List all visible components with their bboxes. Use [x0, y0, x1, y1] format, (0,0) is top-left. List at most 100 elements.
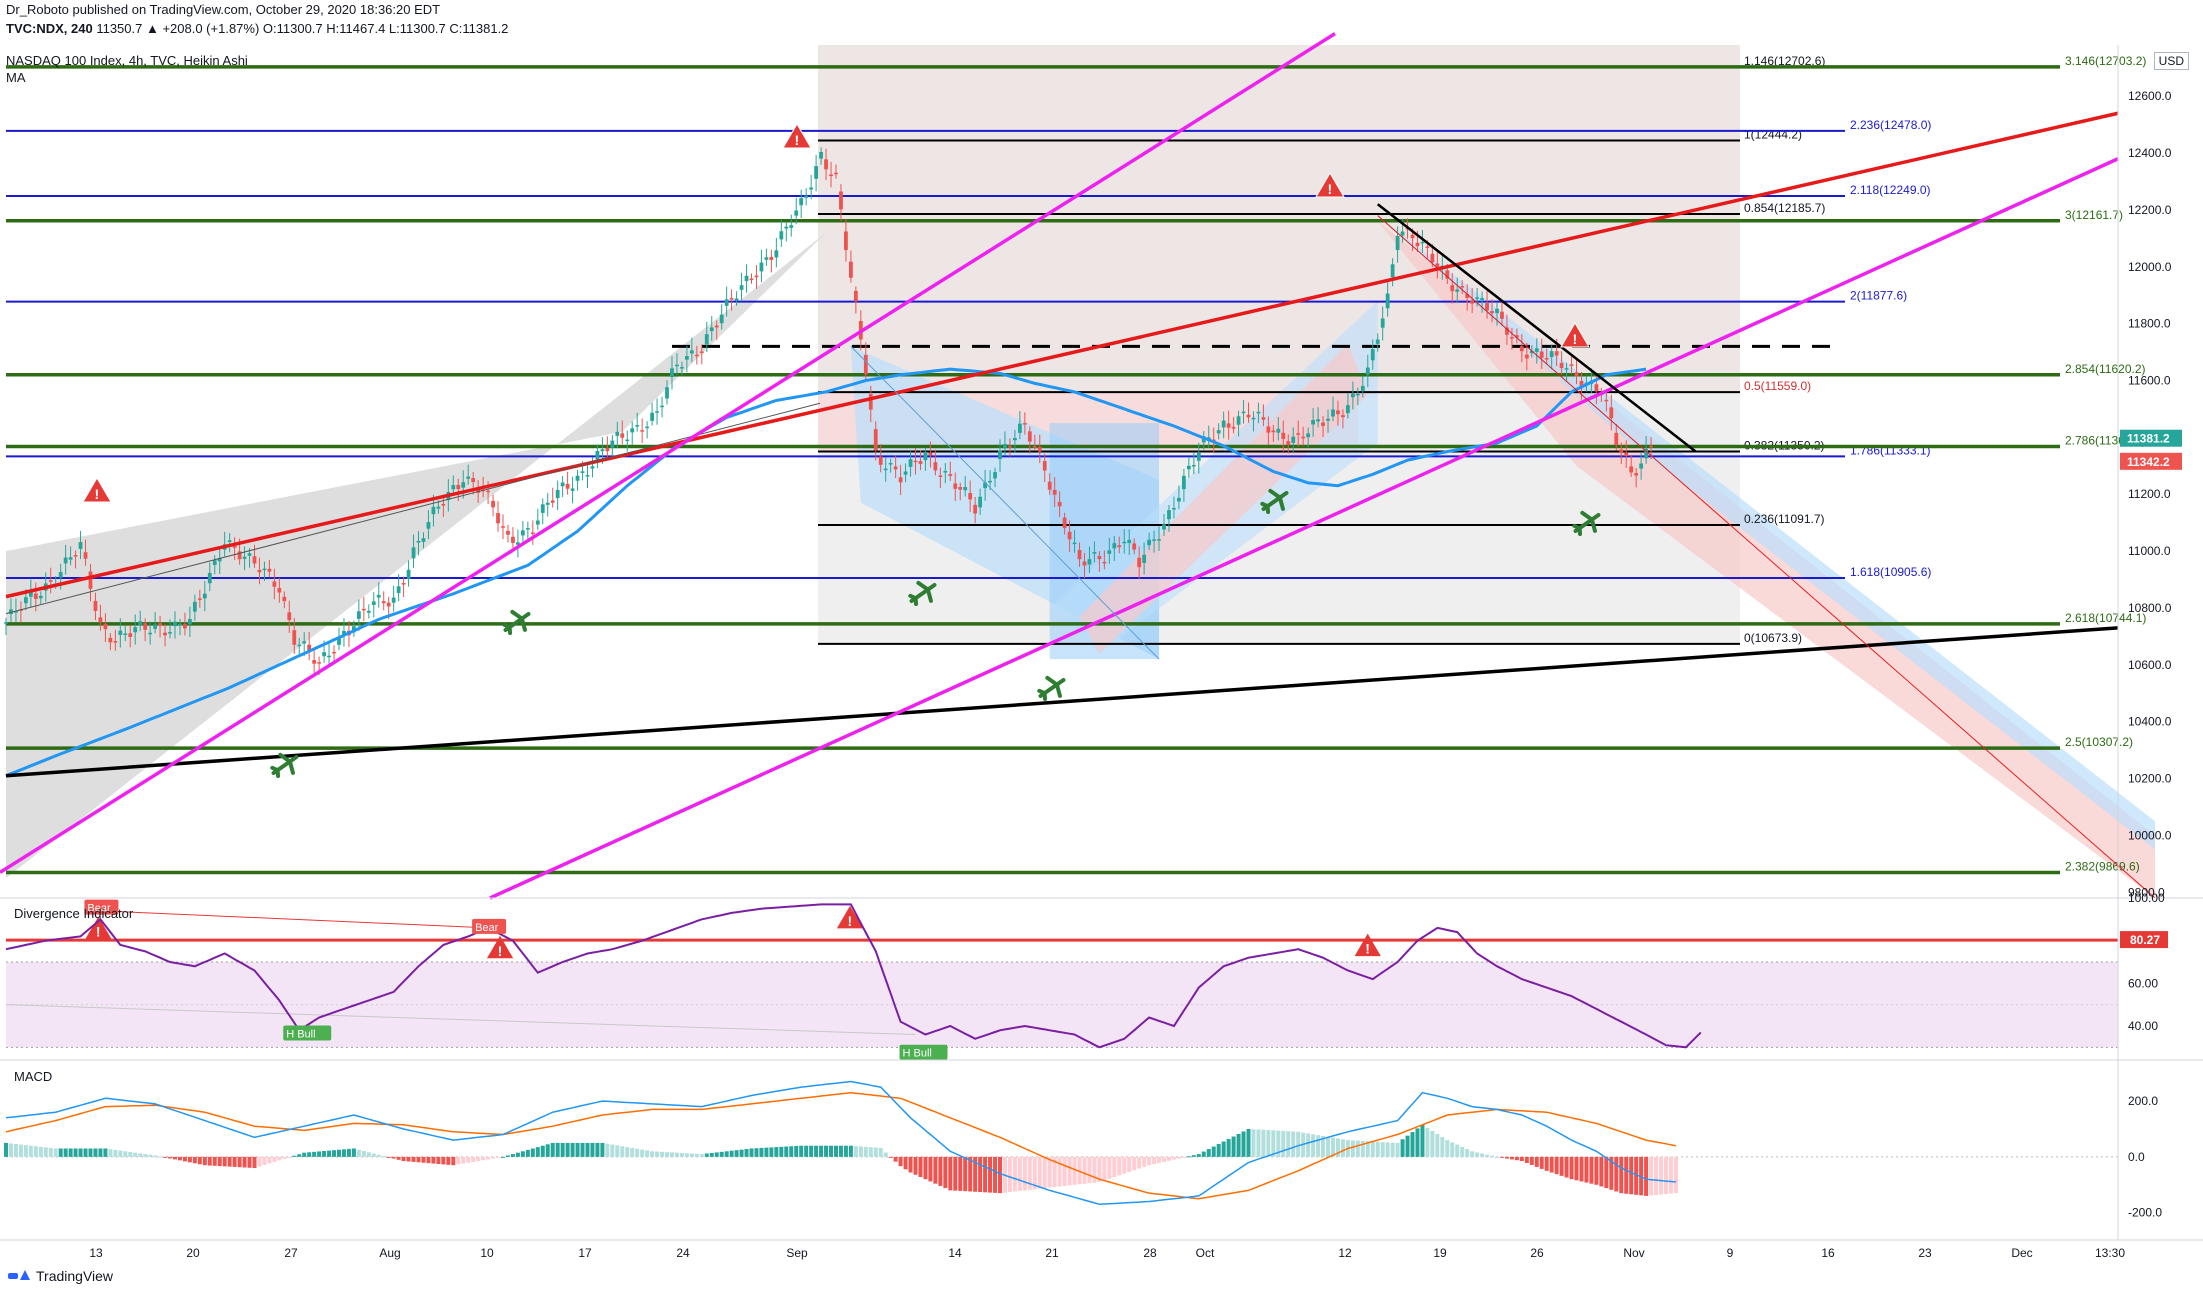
macd-histogram-bar: [1574, 1156, 1579, 1181]
svg-text:!: !: [96, 924, 101, 940]
divergence-label-text: H Bull: [286, 1029, 315, 1041]
macd-histogram-bar: [1057, 1156, 1062, 1187]
candle-body: [645, 426, 650, 429]
macd-histogram-bar: [1415, 1128, 1420, 1157]
candle-body: [1142, 554, 1147, 563]
axes: 12600.012400.012200.012000.011800.011600…: [0, 45, 2203, 1260]
macd-histogram-bar: [853, 1146, 858, 1157]
candle-body: [1574, 372, 1579, 377]
candle-body: [1177, 497, 1181, 502]
macd-histogram-bar: [510, 1154, 515, 1157]
macd-histogram-bar: [1251, 1129, 1256, 1157]
warning-icon: [782, 123, 812, 149]
macd-histogram-bar: [1191, 1155, 1196, 1157]
divergence-indicator: Bear Bear H Bull H Bull: [5, 899, 2118, 1060]
macd-histogram-bar: [1072, 1156, 1077, 1185]
macd-histogram-bar: [33, 1146, 38, 1157]
candle-body: [1236, 416, 1241, 425]
time-tick: 17: [578, 1246, 592, 1260]
macd-histogram-bar: [297, 1154, 302, 1157]
price-tick: 10000.0: [2128, 828, 2172, 842]
macd-histogram-bar: [809, 1145, 814, 1157]
candle-body: [625, 439, 630, 442]
candle-body: [1122, 541, 1127, 544]
macd-histogram-bar: [575, 1142, 580, 1157]
candle-body: [769, 256, 774, 260]
macd-histogram-bar: [1062, 1156, 1067, 1186]
macd-histogram-bar: [1639, 1156, 1644, 1196]
macd-histogram-bar: [78, 1148, 83, 1157]
price-tick: 11600.0: [2128, 374, 2171, 388]
macd-histogram-bar: [411, 1156, 416, 1162]
candle-body: [1147, 539, 1151, 546]
airplane-icon: [1260, 488, 1289, 514]
hidden-bull-divergence: [5, 1004, 916, 1036]
candle-body: [1132, 543, 1137, 550]
macd-histogram-bar: [1504, 1156, 1509, 1159]
candle-body: [868, 394, 873, 410]
macd-histogram-bar: [749, 1148, 754, 1157]
candle-body: [550, 500, 555, 503]
macd-histogram-bar: [247, 1156, 252, 1168]
macd-histogram-bar: [1112, 1156, 1117, 1177]
candle-body: [1614, 432, 1619, 445]
macd-histogram-bar: [351, 1148, 356, 1157]
candle-body: [993, 472, 997, 479]
candle-body: [565, 483, 570, 489]
macd-histogram-bar: [1519, 1156, 1524, 1162]
tradingview-logo[interactable]: TradingView: [8, 1268, 113, 1284]
macd-histogram-bar: [416, 1156, 421, 1163]
candle-body: [1042, 461, 1047, 471]
macd-histogram-bar: [570, 1142, 575, 1157]
candle-body: [113, 641, 118, 643]
macd-histogram-bar: [43, 1147, 48, 1157]
macd-histogram-bar: [1321, 1135, 1326, 1157]
candle-body: [1231, 427, 1236, 429]
macd-histogram-bar: [759, 1147, 764, 1157]
candle-body: [1107, 550, 1112, 554]
candle-body: [138, 621, 143, 626]
candle-body: [804, 195, 809, 198]
candle-body: [506, 530, 510, 535]
macd-histogram-bar: [764, 1147, 769, 1157]
candle-body: [501, 526, 505, 528]
candle-body: [903, 471, 908, 475]
macd-histogram-bar: [262, 1156, 267, 1165]
candle-body: [178, 623, 182, 626]
svg-text:!: !: [95, 486, 100, 502]
candle-body: [1301, 436, 1306, 439]
macd-histogram-bar: [983, 1156, 988, 1193]
time-tick: 21: [1045, 1246, 1059, 1260]
ma-legend[interactable]: MA: [6, 70, 26, 85]
candle-body: [684, 356, 689, 360]
currency-label[interactable]: USD: [2153, 52, 2189, 70]
macd-histogram-bar: [83, 1148, 88, 1157]
candle-body: [1594, 384, 1599, 392]
price-tick: 10400.0: [2128, 715, 2172, 729]
macd-histogram-bar: [1127, 1156, 1132, 1172]
candle-body: [928, 452, 933, 456]
candle-body: [456, 484, 461, 490]
candle-body: [1549, 351, 1554, 357]
macd-histogram-bar: [590, 1142, 595, 1157]
time-tick: 10: [480, 1246, 494, 1260]
macd-histogram-bar: [496, 1156, 501, 1158]
fib-label: 1(12444.2): [1744, 127, 1802, 141]
candle-body: [1410, 234, 1415, 239]
macd-histogram-bar: [317, 1151, 322, 1157]
candle-body: [943, 471, 948, 473]
svg-text:!: !: [1365, 941, 1370, 957]
macd-histogram-bar: [505, 1155, 510, 1157]
last-price-text: 11342.2: [2127, 455, 2170, 469]
candle-body: [1331, 409, 1335, 417]
macd-histogram-bar: [555, 1142, 560, 1157]
macd-histogram-bar: [1117, 1156, 1122, 1176]
candle-body: [774, 250, 779, 258]
candle-body: [1544, 358, 1549, 360]
candle-body: [1246, 414, 1251, 418]
candle-body: [525, 528, 530, 530]
ohlc-values: 11350.7 ▲ +208.0 (+1.87%) O:11300.7 H:11…: [96, 21, 509, 36]
channel-edge: [850, 346, 1160, 660]
candle-body: [232, 545, 237, 548]
